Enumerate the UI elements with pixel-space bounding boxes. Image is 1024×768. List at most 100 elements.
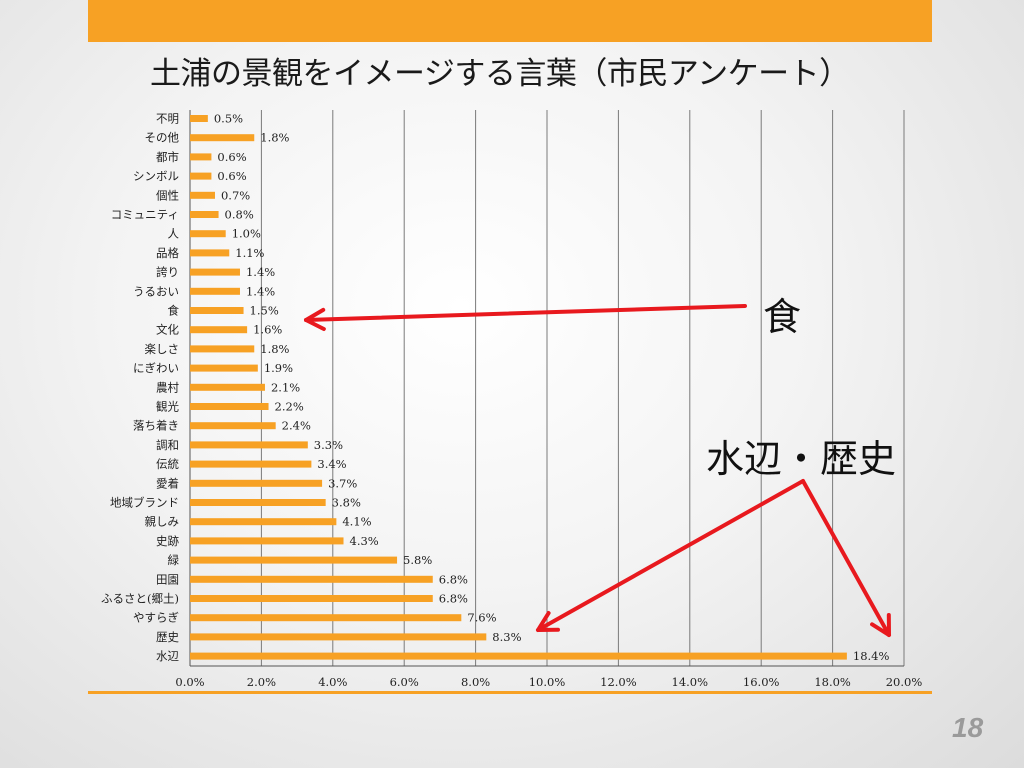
value-label: 1.1% xyxy=(235,246,264,260)
x-tick-label: 6.0% xyxy=(390,675,419,689)
category-label: 親しみ xyxy=(145,515,180,529)
category-label: にぎわい xyxy=(133,361,179,375)
value-label: 1.4% xyxy=(246,284,275,298)
category-label: 田園 xyxy=(156,572,179,586)
value-label: 2.2% xyxy=(275,400,304,414)
value-label: 1.6% xyxy=(253,323,282,337)
value-label: 3.3% xyxy=(314,438,343,452)
value-label: 2.4% xyxy=(282,419,311,433)
bar xyxy=(190,403,269,410)
bar xyxy=(190,287,240,295)
category-label: 水辺 xyxy=(156,649,179,663)
top-accent-band xyxy=(88,0,932,42)
x-tick-label: 10.0% xyxy=(529,675,566,689)
value-label: 6.8% xyxy=(439,592,468,606)
callout-food: 食 xyxy=(763,295,802,339)
value-label: 4.1% xyxy=(342,515,371,529)
value-label: 3.4% xyxy=(317,457,346,471)
value-label: 1.8% xyxy=(260,131,289,145)
category-label: ふるさと(郷土) xyxy=(101,592,179,606)
page-number: 18 xyxy=(952,712,984,743)
category-label: 観光 xyxy=(156,400,179,414)
arrow-head xyxy=(304,307,326,332)
bar xyxy=(190,345,255,353)
value-label: 1.5% xyxy=(250,304,279,318)
bar xyxy=(190,537,344,545)
bar xyxy=(190,595,433,602)
x-tick-label: 12.0% xyxy=(600,675,637,689)
category-label: 農村 xyxy=(156,380,179,394)
bottom-accent-rule xyxy=(88,691,932,694)
bar xyxy=(190,633,487,641)
value-label: 3.8% xyxy=(332,496,361,510)
category-label: 愛着 xyxy=(156,476,179,490)
x-tick-label: 20.0% xyxy=(886,675,923,689)
callout-waterside-history: 水辺・歴史 xyxy=(706,437,897,481)
value-label: 18.4% xyxy=(853,649,890,663)
category-label: 誇り xyxy=(156,265,179,279)
bar xyxy=(190,249,230,257)
category-label: 人 xyxy=(168,227,180,241)
bar xyxy=(190,191,215,199)
bar xyxy=(190,422,276,430)
category-label: その他 xyxy=(145,131,180,145)
arrow-line xyxy=(304,304,747,322)
arrow-head xyxy=(870,613,891,637)
value-label: 7.6% xyxy=(467,611,496,625)
value-label: 1.9% xyxy=(264,361,293,375)
x-tick-label: 0.0% xyxy=(175,675,204,689)
value-label: 0.5% xyxy=(214,112,243,126)
bar xyxy=(190,441,308,449)
category-label: 文化 xyxy=(156,323,179,337)
bar xyxy=(190,134,255,142)
value-label: 4.3% xyxy=(350,534,379,548)
bar xyxy=(190,575,433,583)
x-tick-label: 18.0% xyxy=(814,675,851,689)
category-label: 伝統 xyxy=(156,457,179,471)
value-label: 0.8% xyxy=(225,208,254,222)
arrow-head xyxy=(536,611,560,632)
bar xyxy=(190,268,240,276)
bar xyxy=(190,230,226,238)
bar xyxy=(190,499,326,506)
value-label: 2.1% xyxy=(271,380,300,394)
value-label: 1.8% xyxy=(260,342,289,356)
bar xyxy=(190,172,212,180)
value-label: 6.8% xyxy=(439,572,468,586)
bar xyxy=(190,326,248,334)
bar xyxy=(190,556,398,564)
category-label: 食 xyxy=(168,304,180,318)
category-label: コミュニティ xyxy=(111,208,179,222)
bar xyxy=(190,614,462,622)
category-label: 緑 xyxy=(168,553,180,567)
bar xyxy=(190,307,244,314)
bar xyxy=(190,518,337,526)
bar xyxy=(190,115,208,122)
bar xyxy=(190,652,847,660)
category-label: 史跡 xyxy=(156,534,179,548)
slide-title: 土浦の景観をイメージする言葉（市民アンケート） xyxy=(150,56,850,92)
category-label: 都市 xyxy=(156,150,179,164)
arrow-line xyxy=(536,479,805,632)
category-label: 歴史 xyxy=(156,630,179,644)
bar xyxy=(190,460,312,468)
value-label: 3.7% xyxy=(328,476,357,490)
value-label: 0.6% xyxy=(217,150,246,164)
category-label: 楽しさ xyxy=(145,342,180,356)
x-tick-label: 4.0% xyxy=(318,675,347,689)
category-label: 個性 xyxy=(156,188,179,202)
category-label: うるおい xyxy=(133,284,179,298)
category-label: シンボル xyxy=(133,169,179,183)
category-label: やすらぎ xyxy=(133,611,179,625)
value-label: 0.7% xyxy=(221,188,250,202)
category-label: 不明 xyxy=(156,112,179,126)
category-label: 地域ブランド xyxy=(110,496,179,510)
bar xyxy=(190,383,265,391)
bar xyxy=(190,153,212,161)
bar xyxy=(190,364,258,372)
arrow-line xyxy=(801,479,891,637)
value-label: 5.8% xyxy=(403,553,432,567)
value-label: 1.4% xyxy=(246,265,275,279)
value-label: 0.6% xyxy=(217,169,246,183)
